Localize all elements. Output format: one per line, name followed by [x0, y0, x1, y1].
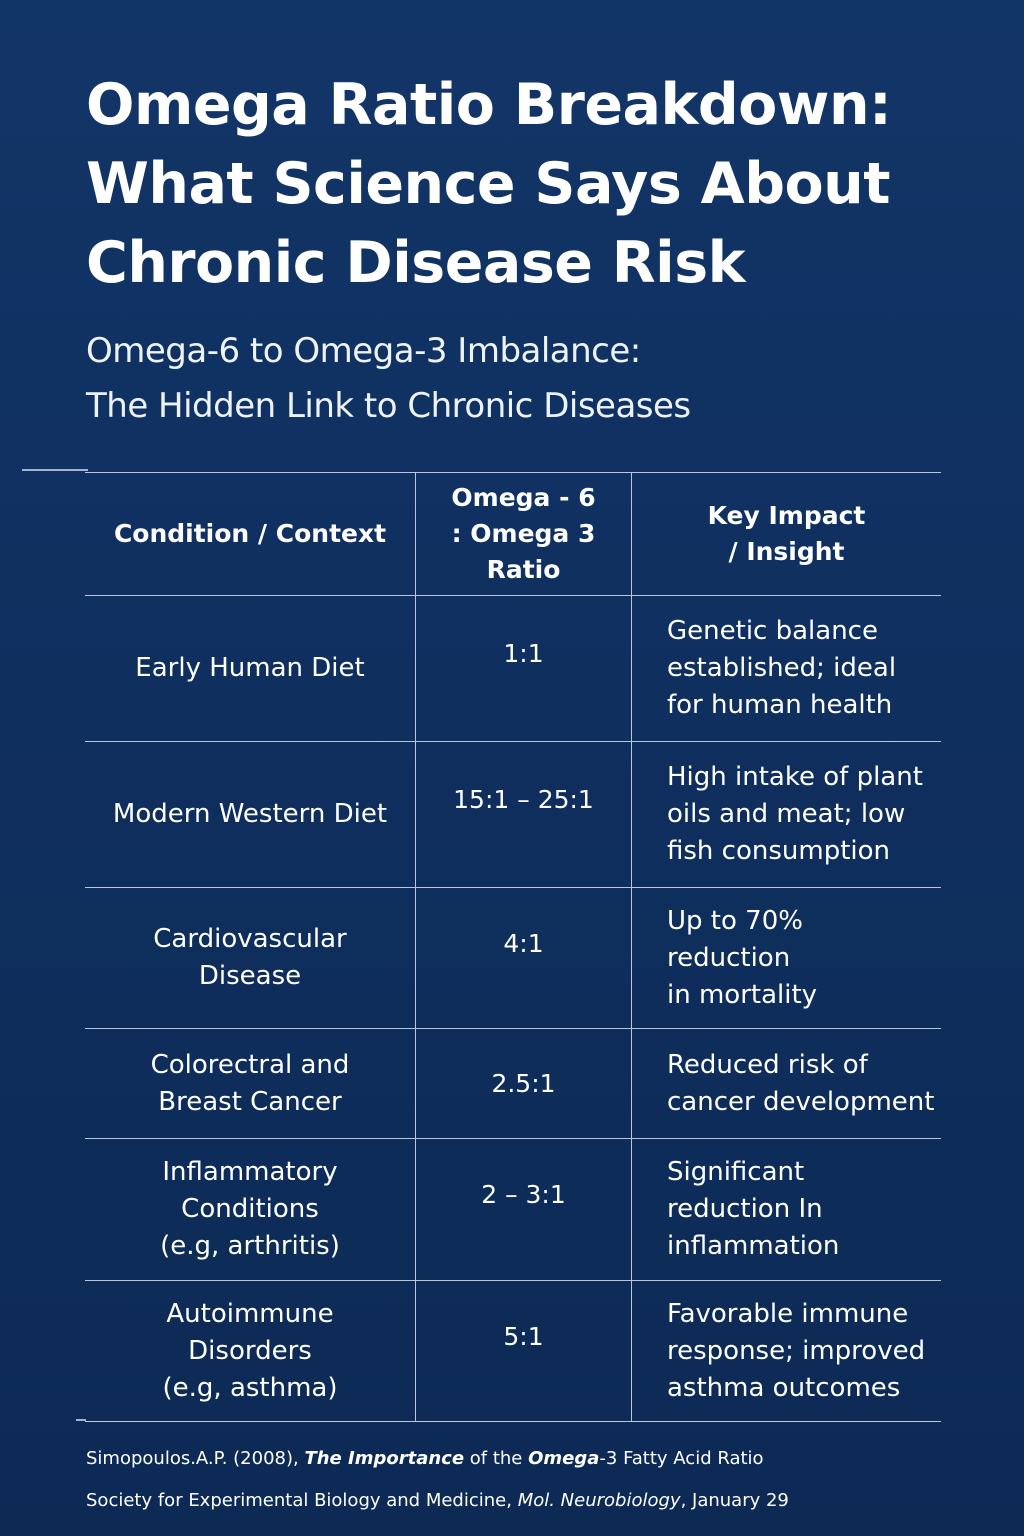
cell-ratio: 5:1: [415, 1280, 632, 1422]
header-condition: Condition / Context: [85, 472, 416, 596]
header-impact: Key Impact / Insight: [631, 472, 941, 596]
condition-text: Autoimmune Disorders (e.g, asthma): [162, 1298, 338, 1403]
cell-impact: Reduced risk of cancer development: [631, 1028, 941, 1139]
cell-ratio: 2.5:1: [415, 1028, 632, 1139]
cell-ratio: 2 – 3:1: [415, 1138, 632, 1281]
table-header-row: Condition / Context Omega - 6 : Omega 3 …: [85, 472, 941, 596]
impact-text: Favorable immune response; improved asth…: [667, 1298, 926, 1403]
header-impact-line-1: Key Impact: [707, 501, 866, 530]
cell-impact: Significant reduction In inflammation: [631, 1138, 941, 1281]
condition-text: Colorectral and Breast Cancer: [150, 1049, 350, 1117]
cell-ratio: 15:1 – 25:1: [415, 741, 632, 888]
citation-title-emphasis: The Importance: [304, 1448, 465, 1469]
cell-ratio: 1:1: [415, 595, 632, 742]
cell-ratio: 4:1: [415, 887, 632, 1029]
citation-date: , January 29: [680, 1490, 789, 1511]
cell-condition: Early Human Diet: [85, 595, 416, 742]
cell-impact: High intake of plant oils and meat; low …: [631, 741, 941, 888]
subtitle-line-2: The Hidden Link to Chronic Diseases: [86, 386, 691, 426]
cell-impact: Genetic balance established; ideal for h…: [631, 595, 941, 742]
table-row: Colorectral and Breast Cancer 2.5:1 Redu…: [85, 1028, 941, 1139]
subtitle-line-1: Omega-6 to Omega-3 Imbalance:: [86, 331, 641, 371]
condition-text: Inflammatory Conditions (e.g, arthritis): [160, 1157, 340, 1261]
header-ratio: Omega - 6 : Omega 3 Ratio: [415, 472, 632, 596]
cell-condition: Modern Western Diet: [85, 741, 416, 888]
cell-condition: Cardiovascular Disease: [85, 887, 416, 1029]
ratio-text: 5:1: [503, 1321, 544, 1351]
header-condition-label: Condition / Context: [113, 519, 387, 548]
impact-text: High intake of plant oils and meat; low …: [667, 762, 923, 866]
cell-impact: Up to 70% reduction in mortality: [631, 887, 941, 1029]
ratio-text: 2.5:1: [491, 1069, 556, 1098]
table-row: Early Human Diet 1:1 Genetic balance est…: [85, 595, 941, 742]
condition-text: Modern Western Diet: [112, 799, 388, 829]
citation-text: -3 Fatty Acid Ratio: [599, 1448, 764, 1469]
table-row: Modern Western Diet 15:1 – 25:1 High int…: [85, 741, 941, 888]
omega-ratio-table: Condition / Context Omega - 6 : Omega 3 …: [85, 472, 941, 1422]
table-row: Cardiovascular Disease 4:1 Up to 70% red…: [85, 887, 941, 1029]
condition-text: Early Human Diet: [135, 653, 365, 683]
citation-line-1: Simopoulos.A.P. (2008), The Importance o…: [86, 1446, 986, 1472]
citation-author: Simopoulos.A.P. (2008),: [86, 1448, 305, 1469]
decorative-rule: [22, 469, 88, 471]
citation-line-2: Society for Experimental Biology and Med…: [86, 1488, 986, 1514]
decorative-rule: [76, 1419, 86, 1421]
ratio-text: 1:1: [503, 639, 544, 668]
table-row: Inflammatory Conditions (e.g, arthritis)…: [85, 1138, 941, 1281]
page-title: Omega Ratio Breakdown: What Science Says…: [86, 72, 892, 296]
header-ratio-line-2: : Omega 3 Ratio: [451, 519, 596, 584]
header-impact-line-2: / Insight: [728, 537, 845, 566]
ratio-text: 4:1: [503, 928, 544, 958]
citation-omega-emphasis: Omega: [528, 1448, 600, 1469]
impact-text: Significant reduction In inflammation: [667, 1157, 840, 1261]
table-row: Autoimmune Disorders (e.g, asthma) 5:1 F…: [85, 1280, 941, 1422]
impact-text: Genetic balance established; ideal for h…: [667, 616, 897, 720]
cell-condition: Inflammatory Conditions (e.g, arthritis): [85, 1138, 416, 1281]
ratio-text: 2 – 3:1: [481, 1180, 566, 1209]
cell-condition: Colorectral and Breast Cancer: [85, 1028, 416, 1139]
citation-journal: Mol. Neurobiology: [517, 1490, 681, 1511]
citation-text: of the: [464, 1448, 529, 1469]
ratio-text: 15:1 – 25:1: [453, 785, 594, 814]
impact-text: Up to 70% reduction in mortality: [667, 905, 818, 1010]
cell-condition: Autoimmune Disorders (e.g, asthma): [85, 1280, 416, 1422]
citation-publisher: Society for Experimental Biology and Med…: [86, 1490, 518, 1511]
cell-impact: Favorable immune response; improved asth…: [631, 1280, 941, 1422]
page-subtitle: Omega-6 to Omega-3 Imbalance: The Hidden…: [86, 324, 966, 434]
impact-text: Reduced risk of cancer development: [667, 1049, 935, 1117]
condition-text: Cardiovascular Disease: [153, 924, 347, 991]
header-ratio-line-1: Omega - 6: [451, 483, 596, 512]
